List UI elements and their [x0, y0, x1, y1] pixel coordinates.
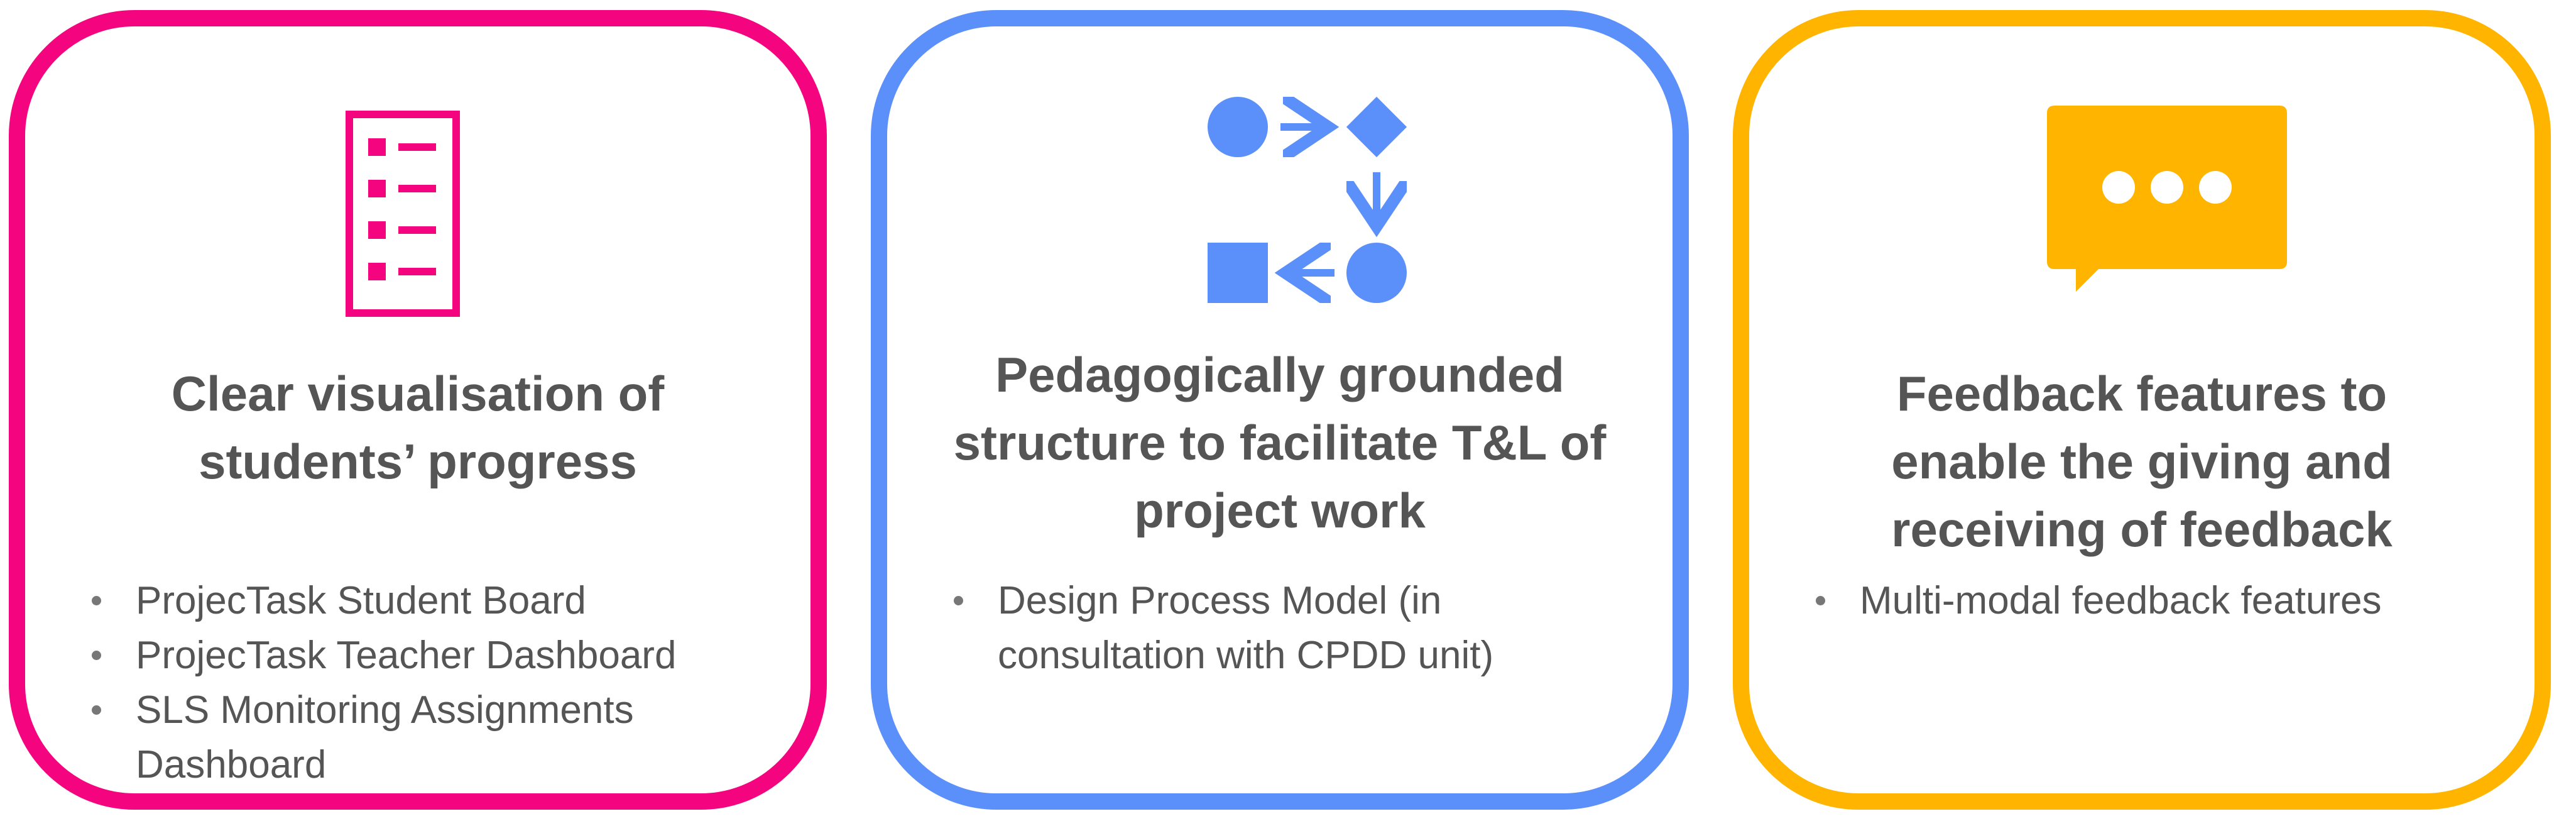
list-item: Design Process Model (in consultation wi… — [947, 573, 1613, 683]
card-title: Clear visualisation of students’ progres… — [171, 366, 665, 489]
list-item: ProjecTask Teacher Dashboard — [85, 628, 777, 683]
feedback-features-card: Feedback features to enable the giving a… — [1733, 10, 2551, 810]
bullet-list: ProjecTask Student Board ProjecTask Teac… — [85, 573, 777, 792]
bullet-list: Design Process Model (in consultation wi… — [947, 573, 1613, 683]
list-item: SLS Monitoring Assignments Dashboard — [85, 683, 777, 792]
list-item: Multi-modal feedback features — [1809, 573, 2513, 628]
checklist-icon — [346, 111, 460, 317]
list-item: ProjecTask Student Board — [85, 573, 777, 628]
pedagogical-structure-card: Pedagogically grounded structure to faci… — [871, 10, 1689, 810]
speech-bubble-icon — [2047, 106, 2287, 292]
bullet-list: Multi-modal feedback features — [1809, 573, 2513, 628]
card-title: Pedagogically grounded structure to faci… — [953, 347, 1607, 538]
card-title: Feedback features to enable the giving a… — [1891, 366, 2393, 557]
process-flow-icon — [1208, 96, 1407, 303]
progress-visualisation-card: Clear visualisation of students’ progres… — [9, 10, 827, 810]
